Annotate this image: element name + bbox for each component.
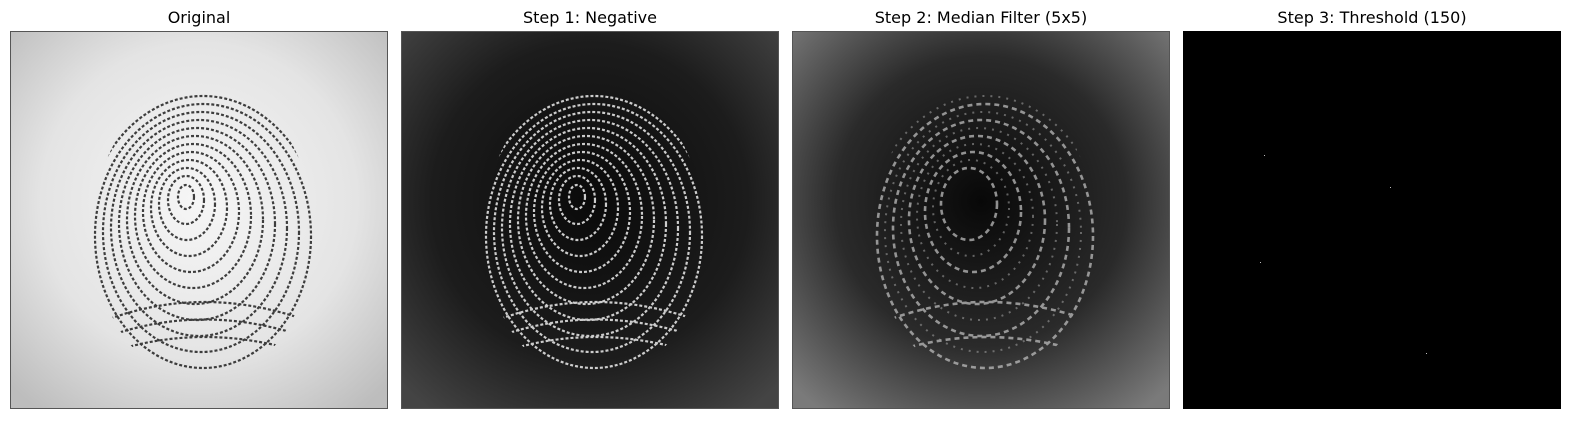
panel-title: Step 3: Threshold (150) <box>1277 8 1467 27</box>
fingerprint-negative-image <box>402 32 778 408</box>
image-frame <box>401 31 779 409</box>
panel-negative: Step 1: Negative <box>401 0 779 424</box>
image-frame <box>10 31 388 409</box>
fingerprint-threshold-image <box>1184 32 1560 408</box>
panel-threshold: Step 3: Threshold (150) <box>1183 0 1561 424</box>
fingerprint-original-image <box>11 32 387 408</box>
panel-title: Original <box>167 8 231 27</box>
panel-median-filter: Step 2: Median Filter (5x5) <box>792 0 1170 424</box>
fingerprint-median-filtered-image <box>793 32 1169 408</box>
panel-original: Original <box>10 0 388 424</box>
image-frame <box>792 31 1170 409</box>
image-frame <box>1183 31 1561 409</box>
panel-title: Step 2: Median Filter (5x5) <box>874 8 1088 27</box>
panel-title: Step 1: Negative <box>523 8 657 27</box>
